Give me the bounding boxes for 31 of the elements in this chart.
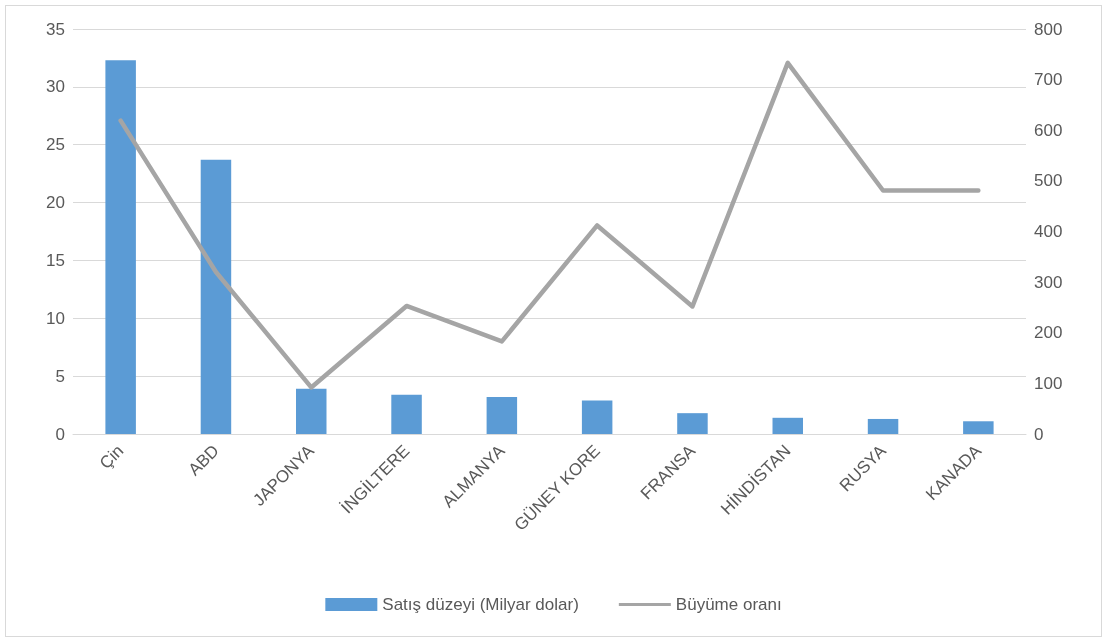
y2-tick-label: 0 <box>1034 424 1044 444</box>
y2-tick-label: 500 <box>1034 171 1063 191</box>
y2-tick-label: 400 <box>1034 222 1063 241</box>
bar <box>581 400 613 434</box>
bar <box>391 394 422 434</box>
y2-tick-label: 700 <box>1034 70 1063 90</box>
bar <box>772 417 803 434</box>
bar <box>296 388 327 434</box>
legend-label: Satış düzeyi (Milyar dolar) <box>382 595 579 614</box>
bar <box>867 418 899 434</box>
bar <box>486 396 518 434</box>
bar <box>200 159 232 434</box>
legend-label: Büyüme oranı <box>675 595 782 614</box>
line-series <box>118 60 981 390</box>
y2-tick-label: 100 <box>1034 373 1063 393</box>
y2-tick-label: 800 <box>1034 19 1063 39</box>
y-tick-label: 5 <box>55 366 65 386</box>
y2-tick-label: 200 <box>1034 323 1063 343</box>
y-tick-label: 30 <box>46 77 65 97</box>
x-tick-label: Çin <box>95 441 128 473</box>
y-tick-label: 0 <box>55 424 65 444</box>
y-tick-label: 10 <box>46 308 65 328</box>
bar <box>677 413 708 434</box>
y2-tick-label: 300 <box>1034 272 1063 292</box>
y2-tick-label: 600 <box>1034 120 1063 140</box>
bar <box>963 421 994 434</box>
y-tick-label: 15 <box>46 250 65 270</box>
bar <box>105 60 136 434</box>
y-tick-label: 20 <box>46 193 65 213</box>
y-tick-label: 35 <box>46 19 65 39</box>
y-tick-label: 25 <box>46 135 65 155</box>
